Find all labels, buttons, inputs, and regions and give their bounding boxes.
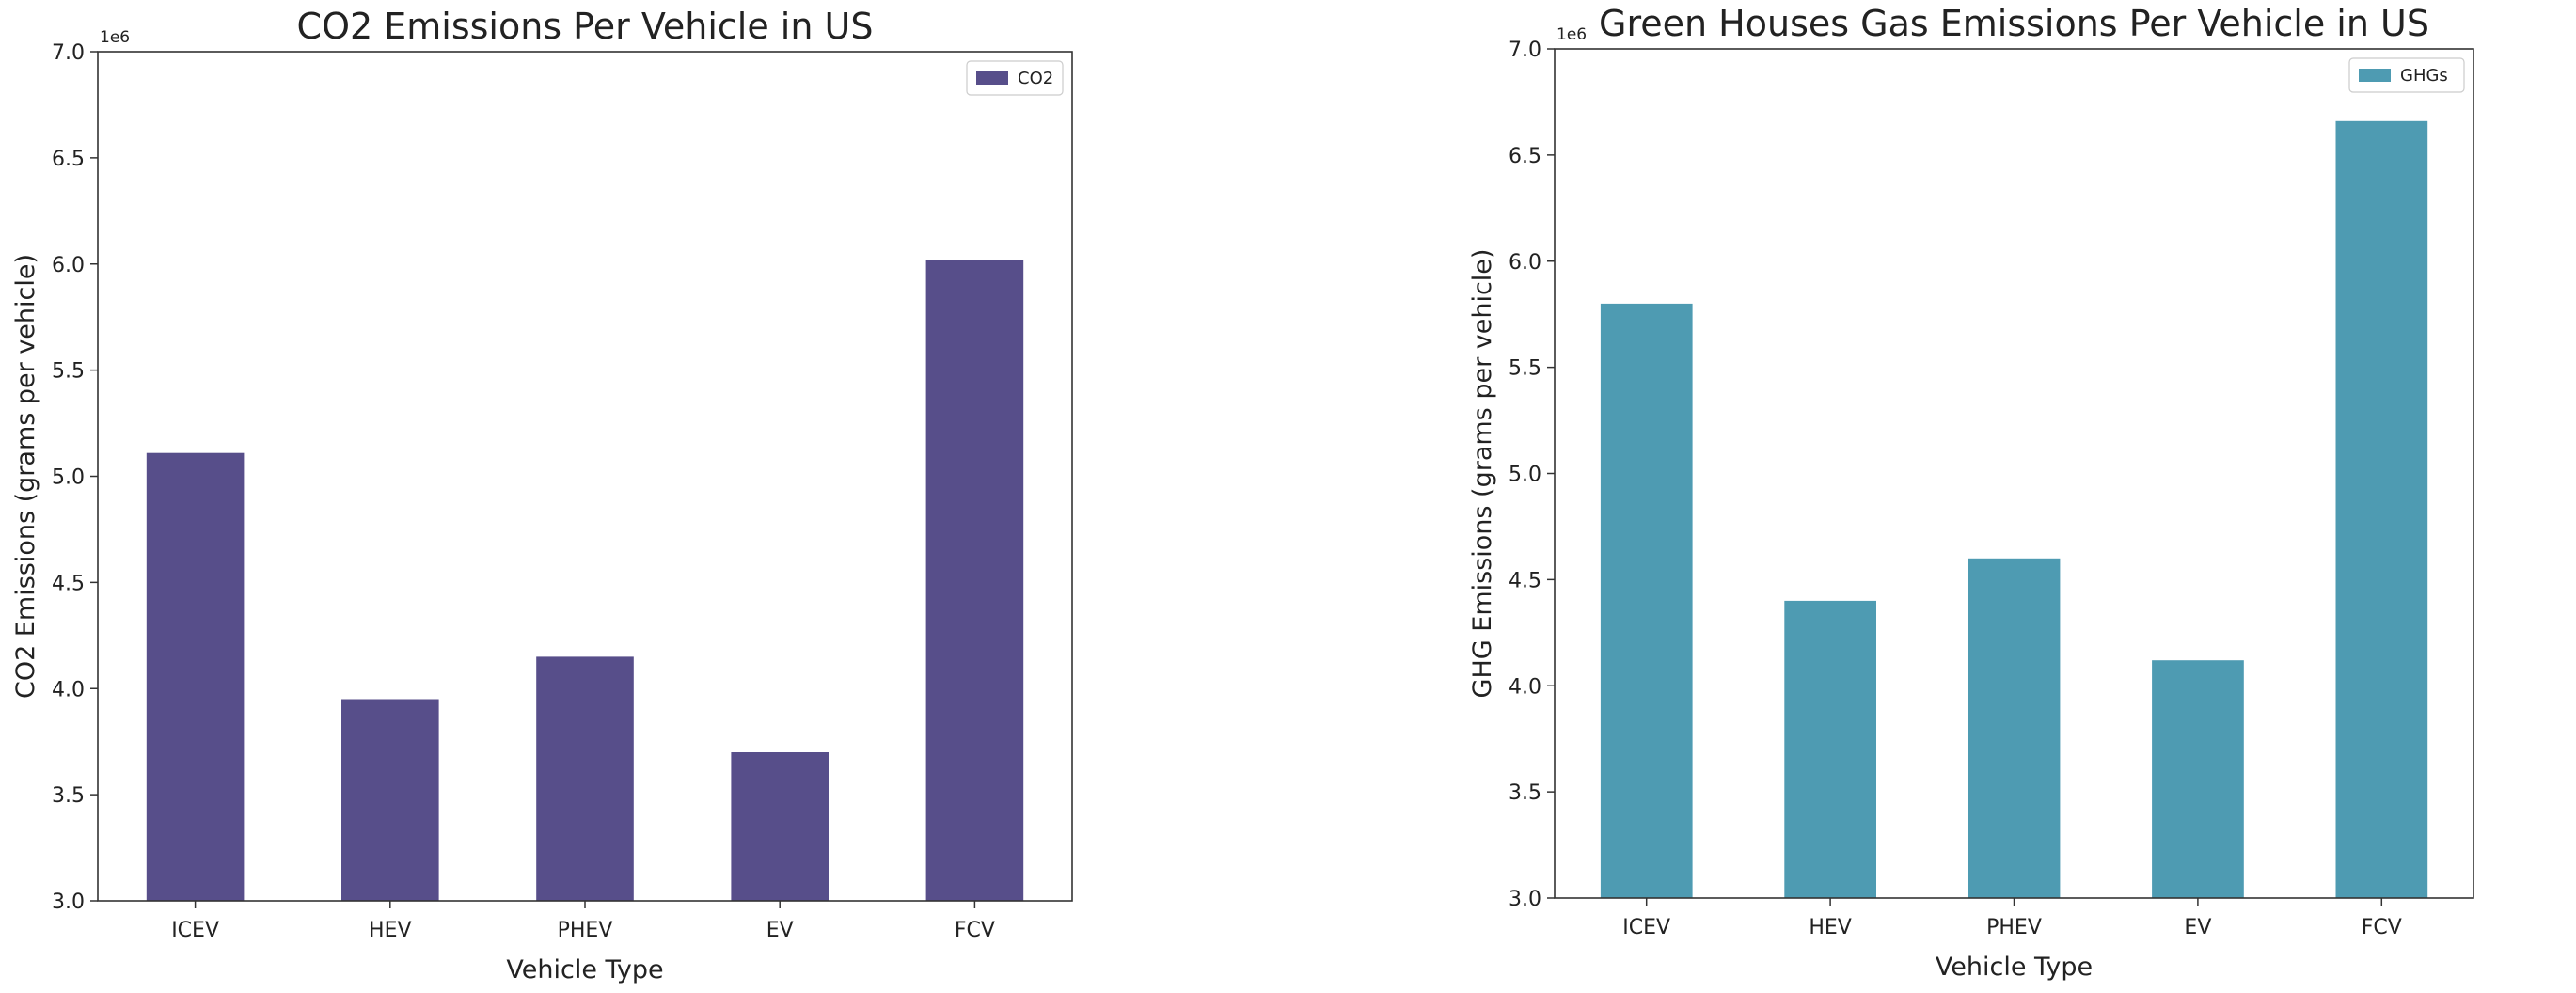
co2-title: CO2 Emissions Per Vehicle in US (297, 6, 874, 47)
ghg-xtick-label: HEV (1809, 916, 1852, 939)
ghg-xtick-label: EV (2184, 916, 2211, 939)
co2-bar-fcv (925, 260, 1024, 901)
co2-ytick-label: 6.0 (52, 254, 85, 277)
co2-xtick-label: PHEV (558, 919, 613, 942)
co2-ytick-label: 3.5 (52, 784, 85, 808)
co2-ytick-label: 4.5 (52, 572, 85, 595)
ghg-ytick-label: 5.5 (1509, 357, 1541, 381)
co2-legend-label: CO2 (1018, 69, 1053, 88)
ghg-ytick-label: 6.5 (1509, 145, 1541, 168)
co2-ytick-label: 6.5 (52, 148, 85, 171)
ghg-ytick-label: 4.0 (1509, 675, 1541, 699)
ghg-legend-swatch (2359, 69, 2391, 82)
co2-legend-swatch (976, 71, 1008, 85)
ghg-xtick-label: PHEV (1986, 916, 2042, 939)
ghg-xtick-label: FCV (2362, 916, 2402, 939)
ghg-ytick-label: 5.0 (1509, 464, 1541, 487)
ghg-xtick-label: ICEV (1622, 916, 1670, 939)
co2-ytick-label: 4.0 (52, 678, 85, 701)
co2-xtick-label: ICEV (171, 919, 219, 942)
ghg-bar-icev (1600, 303, 1693, 898)
co2-legend: CO2 (966, 60, 1064, 96)
co2-legend-box (966, 60, 1064, 96)
co2-xtick-label: HEV (369, 919, 412, 942)
ghg-y-exponent: 1e6 (1557, 25, 1587, 44)
co2-chart: 3.0 3.5 4.0 4.5 5.0 5.5 6.0 6.5 7.0 ICEV HEV PHEV EV… (11, 6, 1073, 985)
co2-ylabel: CO2 Emissions (grams per vehicle) (11, 254, 40, 699)
co2-ytick-label: 7.0 (52, 41, 85, 65)
ghg-ytick-label: 7.0 (1509, 39, 1541, 62)
co2-ytick-label: 5.0 (52, 466, 85, 490)
ghg-xlabel: Vehicle Type (1936, 953, 2093, 982)
ghg-bar-hev (1784, 600, 1876, 898)
ghg-bar-ev (2152, 660, 2244, 898)
ghg-legend: GHGs (2348, 57, 2465, 93)
ghg-legend-box (2348, 57, 2465, 93)
ghg-ytick-label: 3.0 (1509, 888, 1541, 911)
ghg-ytick-label: 6.0 (1509, 251, 1541, 275)
ghg-bar-phev (1968, 558, 2061, 898)
co2-bar-ev (731, 752, 829, 901)
co2-xtick-label: FCV (955, 919, 995, 942)
co2-y-exponent: 1e6 (100, 28, 130, 47)
ghg-legend-label: GHGs (2400, 66, 2448, 86)
co2-bar-phev (536, 656, 634, 901)
ghg-ylabel: GHG Emissions (grams per vehicle) (1468, 249, 1497, 699)
ghg-chart: 3.0 3.5 4.0 4.5 5.0 5.5 6.0 6.5 7.0 ICEV HEV PHEV EV… (1468, 3, 2474, 982)
ghg-ytick-label: 3.5 (1509, 781, 1541, 805)
co2-xtick-label: EV (766, 919, 794, 942)
co2-xlabel: Vehicle Type (506, 955, 663, 985)
ghg-ytick-label: 4.5 (1509, 569, 1541, 592)
co2-ytick-label: 3.0 (52, 891, 85, 914)
co2-ytick-label: 5.5 (52, 360, 85, 384)
co2-bar-icev (146, 452, 245, 901)
co2-bar-hev (341, 699, 439, 901)
ghg-bar-fcv (2335, 120, 2428, 899)
ghg-title: Green Houses Gas Emissions Per Vehicle i… (1599, 3, 2429, 44)
